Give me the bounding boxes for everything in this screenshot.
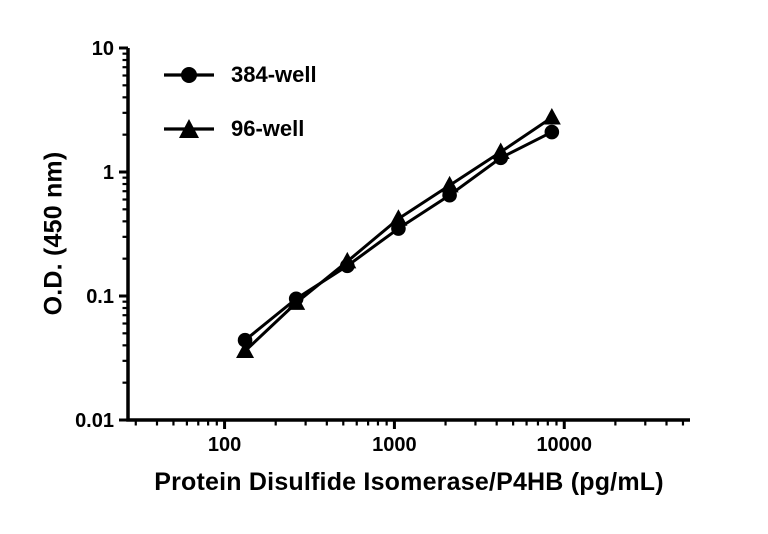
y-tick-label: 1 <box>103 162 114 184</box>
y-tick-label: 0.01 <box>75 410 114 432</box>
data-point-96-well <box>542 108 561 125</box>
legend-item-384-well: 384-well <box>162 62 317 88</box>
data-point-96-well <box>236 341 255 359</box>
y-tick-label: 0.1 <box>86 286 114 308</box>
data-point-96-well <box>389 209 408 226</box>
y-axis-title: O.D. (450 nm) <box>39 151 68 316</box>
triangle-marker-icon <box>164 119 214 138</box>
legend: 384-well 96-well <box>162 62 317 142</box>
y-tick-label: 10 <box>92 38 114 60</box>
data-point-384-well <box>544 124 560 140</box>
data-point-384-well <box>237 332 253 348</box>
x-tick-label: 100 <box>208 434 241 456</box>
x-tick-label: 1000 <box>372 434 417 456</box>
legend-label-96-well: 96-well <box>231 116 305 141</box>
circle-marker-icon <box>164 67 214 83</box>
legend-label-384-well: 384-well <box>231 62 317 87</box>
data-point-96-well <box>491 142 510 159</box>
x-axis-title: Protein Disulfide Isomerase/P4HB (pg/mL) <box>154 468 664 496</box>
x-tick-label: 10000 <box>536 434 592 456</box>
data-point-96-well <box>287 293 306 310</box>
data-point-96-well <box>338 251 357 269</box>
data-point-96-well <box>440 175 459 193</box>
legend-item-96-well: 96-well <box>162 116 317 142</box>
